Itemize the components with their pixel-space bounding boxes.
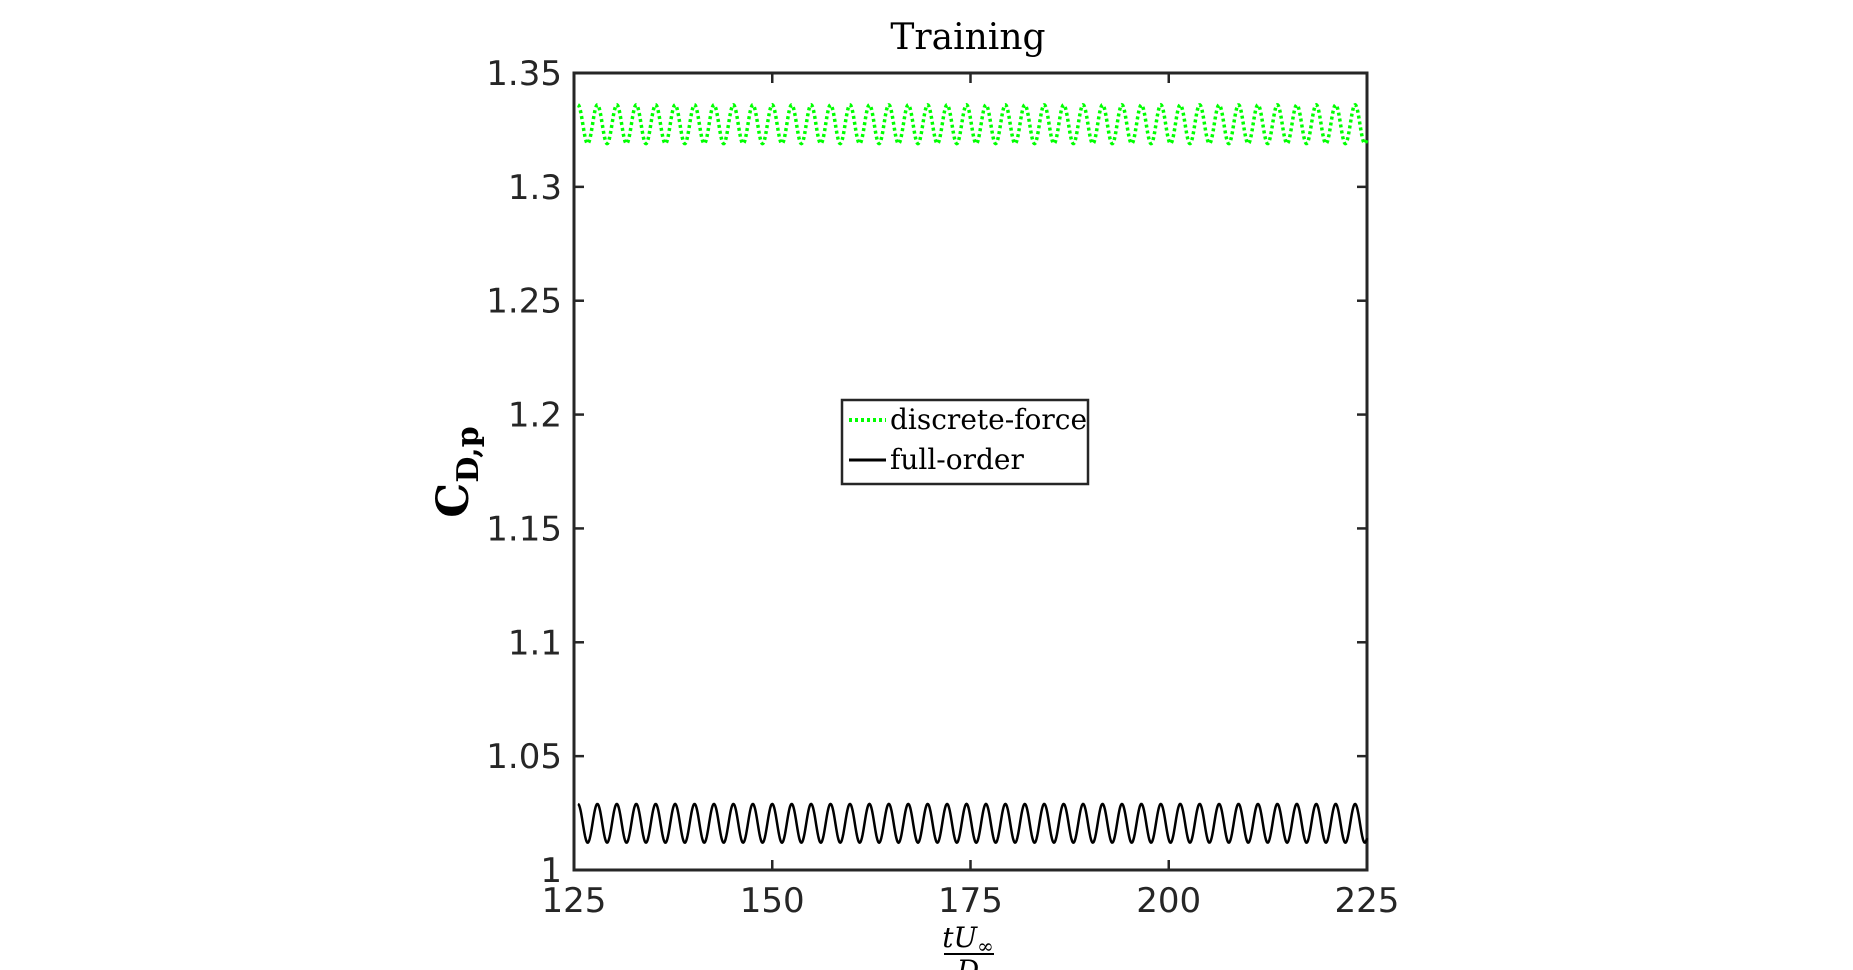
svg-text:tU∞: tU∞	[942, 921, 994, 958]
y-axis-label-main: C	[428, 483, 479, 518]
x-axis-label-denominator: D	[956, 954, 979, 970]
legend-label-full-order: full-order	[890, 443, 1025, 476]
x-axis-label-numerator: tU	[942, 921, 978, 954]
x-tick-label: 125	[542, 881, 607, 921]
y-axis-label-sub: D,p	[451, 426, 486, 482]
y-tick-label: 1	[540, 851, 562, 891]
y-tick-label: 1.35	[486, 54, 562, 94]
legend-label-discrete-force: discrete-force	[890, 403, 1087, 436]
chart-title: Training	[890, 17, 1045, 58]
legend: discrete-force full-order	[840, 398, 1090, 486]
x-tick-label: 150	[740, 881, 805, 921]
y-tick-labels: 1 1.05 1.1 1.15 1.2 1.25 1.3 1.35	[486, 54, 562, 891]
x-axis-label: tU∞ D	[942, 921, 994, 970]
y-tick-label: 1.2	[508, 396, 562, 436]
x-axis-label-numerator-sub: ∞	[977, 934, 994, 958]
y-tick-label: 1.1	[508, 623, 562, 663]
series-line-full-order	[577, 802, 1369, 845]
x-tick-labels: 125 150 175 200 225	[542, 881, 1400, 921]
legend-box	[840, 398, 1090, 486]
y-tick-label: 1.3	[508, 168, 562, 208]
y-axis-label: CD,p	[428, 426, 486, 517]
series-layer	[577, 102, 1369, 845]
x-tick-label: 175	[938, 881, 1003, 921]
y-tick-label: 1.25	[486, 282, 562, 322]
x-tick-label: 200	[1136, 881, 1201, 921]
svg-text:CD,p: CD,p	[428, 426, 486, 517]
x-tick-label: 225	[1335, 881, 1400, 921]
y-tick-label: 1.15	[486, 509, 562, 549]
y-tick-label: 1.05	[486, 737, 562, 777]
ticks-layer	[572, 71, 1369, 872]
